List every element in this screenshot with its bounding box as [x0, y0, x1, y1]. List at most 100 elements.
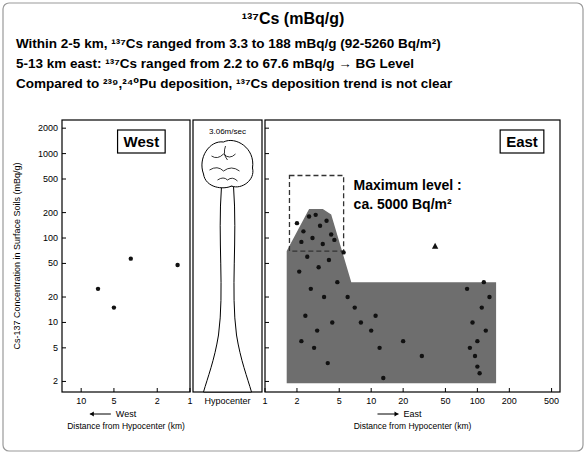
point [373, 314, 377, 318]
point [96, 287, 100, 291]
point [341, 250, 345, 254]
frame [3, 3, 583, 451]
direction-arrowhead [90, 412, 94, 417]
y-tick-label: 100 [43, 233, 58, 243]
y-tick [265, 153, 269, 154]
point [295, 221, 299, 225]
cloud-fold [212, 154, 236, 158]
point [330, 320, 334, 324]
y-tick [265, 128, 269, 129]
x-tick [371, 388, 372, 392]
x-tick [403, 388, 404, 392]
y-tick-label: 2000 [38, 123, 58, 133]
point [175, 263, 179, 267]
x-tick [445, 388, 446, 392]
point [432, 243, 438, 249]
x-tick [339, 388, 340, 392]
x-tick [477, 388, 478, 392]
x-tick [81, 388, 82, 392]
x-tick-label: 5 [337, 396, 342, 406]
panel-title: West [124, 133, 160, 150]
y-tick-label: 200 [43, 208, 58, 218]
point [309, 287, 313, 291]
point [299, 240, 303, 244]
cloud-stem [204, 186, 252, 392]
point [305, 255, 309, 259]
y-tick [265, 297, 269, 298]
cloud-fold [210, 168, 240, 171]
y-tick [62, 128, 66, 129]
point [310, 236, 314, 240]
point [377, 346, 381, 350]
point [477, 371, 481, 375]
point [345, 295, 349, 299]
direction-arrowhead [394, 412, 398, 417]
y-tick-label: 10 [48, 317, 58, 327]
point [484, 328, 488, 332]
point [301, 229, 305, 233]
panel-title-box [500, 130, 544, 153]
y-tick [265, 322, 269, 323]
x-tick [551, 388, 552, 392]
y-tick [62, 238, 66, 239]
x-tick [190, 388, 191, 392]
point [487, 295, 491, 299]
cloud-fold [218, 178, 238, 181]
y-axis-title: Cs-137 Concentration in Surface Soils (m… [12, 162, 22, 349]
point [312, 346, 316, 350]
y-tick [265, 212, 269, 213]
point [326, 361, 330, 365]
plot-area [287, 176, 496, 384]
point [332, 238, 336, 242]
x-tick-label: 1 [187, 396, 192, 406]
panel-title-box [118, 130, 166, 153]
point [480, 305, 484, 309]
annotation: Maximum level : [354, 177, 462, 193]
y-tick [62, 347, 66, 348]
x-tick-label: 10 [76, 396, 86, 406]
point [303, 314, 307, 318]
highlight-box [289, 176, 343, 252]
shaded-region [287, 209, 496, 383]
point [313, 213, 317, 217]
point [381, 376, 385, 380]
panel-frame [62, 120, 190, 392]
note: Compared to ²³⁹,²⁴⁰Pu deposition, ¹³⁷Cs … [16, 76, 453, 91]
point [473, 354, 477, 358]
x-axis-title: Distance from Hypocenter (km) [354, 421, 472, 431]
point [329, 232, 333, 236]
point [129, 256, 133, 260]
x-tick-label: 1 [262, 396, 267, 406]
cloud-head [202, 140, 253, 187]
x-tick-label: 500 [544, 396, 559, 406]
x-tick-label: 100 [470, 396, 485, 406]
point [465, 287, 469, 291]
point [307, 214, 311, 218]
y-tick [265, 263, 269, 264]
y-tick-label: 500 [43, 174, 58, 184]
panel-title: East [506, 133, 538, 150]
hypocenter-label: Hypocenter [204, 396, 250, 406]
y-tick-label: 2 [53, 376, 58, 386]
title: ¹³⁷Cs (mBq/g) [242, 10, 345, 27]
point [322, 295, 326, 299]
point [468, 346, 472, 350]
x-tick [157, 388, 158, 392]
plot-area [96, 256, 180, 309]
direction-label: East [403, 409, 422, 419]
y-tick [62, 153, 66, 154]
y-tick [62, 212, 66, 213]
y-tick [265, 179, 269, 180]
y-tick-label: 50 [48, 258, 58, 268]
y-tick [265, 347, 269, 348]
cloud-fold [224, 146, 227, 160]
x-tick [296, 388, 297, 392]
x-tick-label: 10 [366, 396, 376, 406]
point [321, 242, 325, 246]
note: Within 2-5 km, ¹³⁷Cs ranged from 3.3 to … [16, 36, 441, 51]
x-tick-label: 20 [398, 396, 408, 406]
point [369, 328, 373, 332]
y-tick [265, 381, 269, 382]
chart: ¹³⁷Cs (mBq/g) Within 2-5 km, ¹³⁷Cs ranged… [0, 0, 586, 454]
x-tick [265, 388, 266, 392]
